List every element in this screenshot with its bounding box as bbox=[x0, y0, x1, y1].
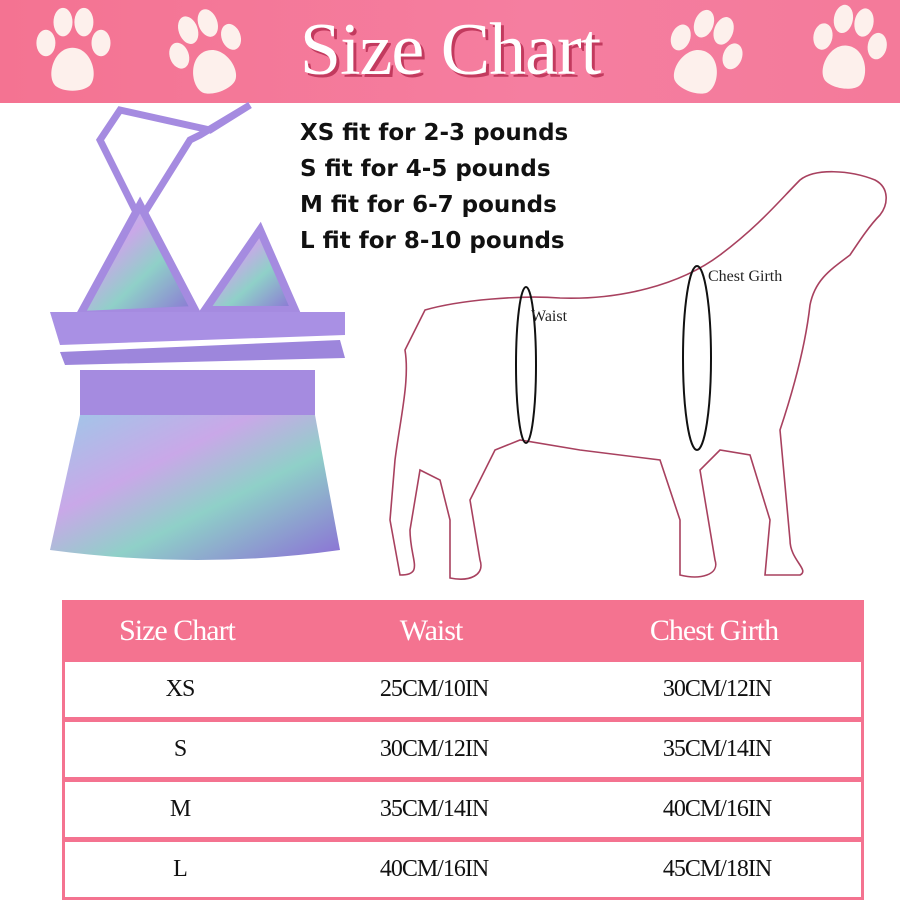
cell-waist: 40CM/16IN bbox=[379, 856, 489, 882]
fit-s: S fit for 4-5 pounds bbox=[300, 156, 551, 182]
cell-chest: 30CM/12IN bbox=[662, 676, 772, 702]
waist-label: Waist bbox=[531, 308, 568, 325]
cell-chest: 35CM/14IN bbox=[662, 736, 772, 762]
cell-waist: 30CM/12IN bbox=[379, 736, 489, 762]
table-row: S 30CM/12IN 35CM/14IN bbox=[65, 722, 861, 777]
mermaid-bikini-image bbox=[50, 101, 345, 560]
header-chest: Chest Girth bbox=[649, 614, 779, 647]
paw-print-icon bbox=[169, 9, 242, 94]
cell-chest: 40CM/16IN bbox=[662, 796, 772, 822]
weight-fit-list: XS fit for 2-3 pounds S fit for 4-5 poun… bbox=[300, 115, 568, 259]
fit-xs: XS fit for 2-3 pounds bbox=[300, 120, 569, 146]
cell-chest: 45CM/18IN bbox=[662, 856, 772, 882]
cell-size: M bbox=[169, 796, 191, 822]
paw-print-icon bbox=[36, 7, 111, 91]
table-row: L 40CM/16IN 45CM/18IN bbox=[65, 842, 861, 897]
cell-size: L bbox=[173, 856, 188, 882]
cell-size: XS bbox=[165, 676, 196, 702]
table-row: XS 25CM/10IN 30CM/12IN bbox=[65, 662, 861, 717]
header-size: Size Chart bbox=[119, 614, 236, 647]
cell-waist: 35CM/14IN bbox=[379, 796, 489, 822]
cell-size: S bbox=[173, 736, 187, 762]
size-table: Size Chart Waist Chest Girth XS 25CM/10I… bbox=[62, 600, 864, 900]
paw-print-icon bbox=[813, 4, 887, 89]
table-header: Size Chart Waist Chest Girth bbox=[62, 600, 864, 662]
banner-title: Size Chart bbox=[299, 9, 601, 91]
banner: Size Chart bbox=[0, 0, 900, 103]
dog-outline-diagram bbox=[389, 170, 887, 580]
table-row: M 35CM/14IN 40CM/16IN bbox=[65, 782, 861, 837]
paw-print-icon bbox=[670, 9, 743, 94]
cell-waist: 25CM/10IN bbox=[379, 676, 489, 702]
fit-m: M fit for 6-7 pounds bbox=[300, 192, 557, 218]
chest-girth-label: Chest Girth bbox=[708, 268, 783, 285]
fit-l: L fit for 8-10 pounds bbox=[300, 228, 565, 254]
header-waist: Waist bbox=[399, 614, 464, 647]
